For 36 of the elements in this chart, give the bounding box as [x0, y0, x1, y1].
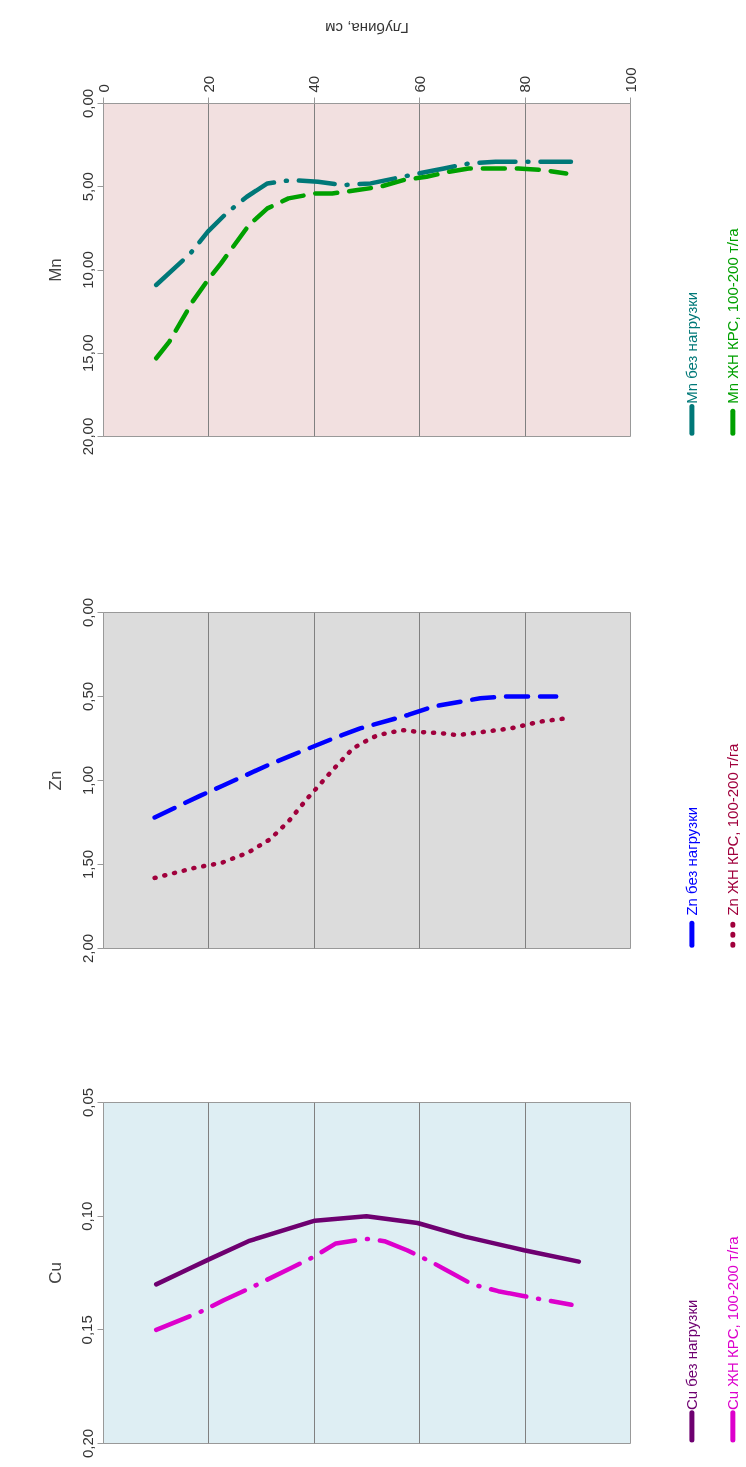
y-tick-label: 5,00: [78, 172, 96, 202]
text: Mn ЖН КРС, 100-200 т/га: [724, 227, 742, 404]
line-series: [152, 716, 568, 881]
x-tick-label: 40: [305, 75, 323, 93]
text: Zn: [45, 770, 65, 791]
y-tick-label: 0,10: [78, 1201, 96, 1231]
text: Zn без нагрузки: [683, 806, 701, 916]
y-tick-label: 2,00: [78, 933, 96, 964]
y-tick-label: 0,00: [78, 597, 96, 628]
line-series: [153, 166, 569, 361]
y-tick-label: 10,00: [78, 251, 96, 289]
y-tick-label: 0,50: [78, 681, 96, 712]
x-tick-label: 0: [94, 84, 112, 93]
x-tick-label: 60: [410, 75, 428, 93]
line-series: [153, 159, 574, 288]
line-series: [153, 1213, 582, 1287]
x-axis-title: Глубина, см: [325, 20, 409, 37]
text: Cu ЖН КРС, 100-200 т/га: [724, 1235, 742, 1411]
y-tick-label: 0,00: [78, 88, 96, 119]
y-tick-label: 0,15: [78, 1315, 96, 1345]
text: Mn без нагрузки: [683, 291, 701, 404]
y-tick-label: 15,00: [78, 334, 96, 373]
x-tick-label: 100: [621, 67, 639, 93]
line-series: [152, 694, 559, 820]
x-tick-label: 20: [199, 75, 217, 93]
y-tick-label: 0,05: [78, 1087, 96, 1118]
y-tick-label: 1,50: [78, 849, 96, 880]
text: Mn: [45, 258, 65, 282]
text: Zn ЖН КРС, 100-200 т/га: [724, 742, 742, 916]
text: Cu: [45, 1262, 65, 1284]
x-tick-label: 80: [516, 75, 534, 93]
y-tick-label: 20,00: [78, 417, 96, 456]
text: Cu без нагрузки: [683, 1299, 701, 1411]
y-tick-label: 1,00: [78, 765, 96, 796]
line-series: [153, 1236, 574, 1333]
y-tick-label: 0,20: [78, 1428, 96, 1459]
